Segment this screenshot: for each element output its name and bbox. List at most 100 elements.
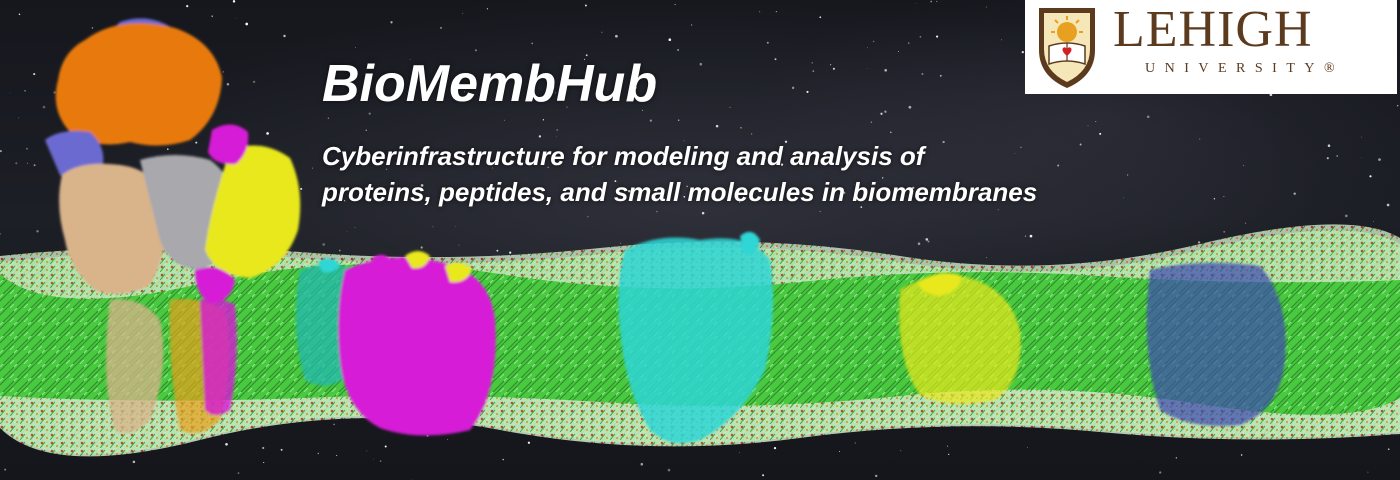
star	[1240, 454, 1243, 456]
star	[997, 209, 999, 211]
star	[738, 201, 740, 203]
star	[1057, 164, 1060, 167]
star	[1079, 143, 1082, 146]
star	[601, 31, 603, 33]
star	[667, 468, 671, 472]
star	[583, 58, 586, 61]
star	[1223, 230, 1226, 233]
star	[1243, 164, 1245, 166]
star	[912, 186, 915, 190]
star	[458, 244, 460, 246]
star	[872, 40, 875, 43]
star	[1024, 235, 1026, 237]
star	[649, 119, 653, 122]
star	[985, 6, 987, 8]
star	[1326, 157, 1329, 160]
star	[480, 187, 483, 190]
star	[1293, 192, 1296, 195]
star	[1336, 155, 1338, 157]
star	[327, 117, 330, 119]
star	[0, 150, 2, 153]
star	[462, 12, 464, 14]
star	[24, 89, 26, 92]
star	[454, 225, 456, 227]
star	[1386, 203, 1390, 207]
star	[4, 468, 7, 471]
star	[615, 34, 618, 38]
star	[677, 49, 679, 51]
star	[683, 140, 685, 142]
star	[1197, 241, 1201, 244]
star	[701, 211, 705, 215]
star	[634, 86, 637, 89]
star	[884, 110, 887, 113]
star	[712, 197, 715, 200]
star	[237, 472, 240, 474]
star	[1099, 132, 1102, 135]
star	[640, 462, 644, 466]
star	[368, 112, 371, 115]
star	[195, 141, 198, 144]
star	[843, 191, 846, 194]
star	[738, 452, 740, 454]
star	[211, 15, 214, 18]
star	[132, 460, 136, 464]
star	[554, 92, 557, 94]
star	[547, 166, 549, 169]
star	[222, 71, 225, 73]
star	[232, 0, 236, 3]
star	[885, 189, 889, 192]
star	[336, 454, 338, 456]
star	[167, 148, 169, 150]
star	[898, 51, 900, 52]
star	[262, 446, 265, 450]
star	[939, 74, 942, 77]
star	[686, 185, 688, 188]
star	[750, 133, 753, 135]
lehigh-shield-icon	[1039, 8, 1095, 88]
star	[854, 442, 856, 444]
star	[620, 242, 621, 244]
star	[585, 54, 588, 57]
star	[839, 451, 841, 452]
star	[1373, 221, 1374, 223]
star	[740, 126, 742, 129]
star	[927, 240, 930, 243]
star	[917, 242, 921, 245]
protein-complex-left	[45, 18, 301, 434]
star	[1387, 448, 1390, 451]
star	[385, 168, 388, 170]
star	[1223, 196, 1225, 198]
star	[1001, 39, 1003, 41]
star	[1146, 115, 1150, 119]
star	[646, 74, 649, 77]
star	[266, 132, 269, 135]
star	[252, 80, 256, 84]
star	[26, 147, 28, 150]
lehigh-university-logo[interactable]: LEHIGH UNIVERSITY®	[1025, 0, 1397, 94]
star	[791, 86, 795, 90]
star	[775, 10, 778, 13]
star	[1344, 214, 1348, 218]
logo-sub-label: UNIVERSITY	[1145, 61, 1324, 76]
star	[947, 445, 949, 447]
star	[496, 249, 499, 252]
star	[683, 195, 686, 198]
star	[930, 0, 933, 3]
star	[317, 452, 319, 455]
star	[245, 22, 249, 26]
star	[33, 73, 36, 76]
star	[186, 4, 189, 8]
star	[656, 210, 658, 213]
star	[556, 135, 557, 137]
star	[447, 439, 449, 441]
star	[390, 21, 393, 24]
star	[42, 105, 46, 109]
star	[668, 38, 672, 41]
star	[300, 187, 303, 190]
star	[18, 13, 21, 16]
star	[355, 47, 357, 48]
star	[420, 184, 424, 187]
star	[1021, 50, 1024, 54]
